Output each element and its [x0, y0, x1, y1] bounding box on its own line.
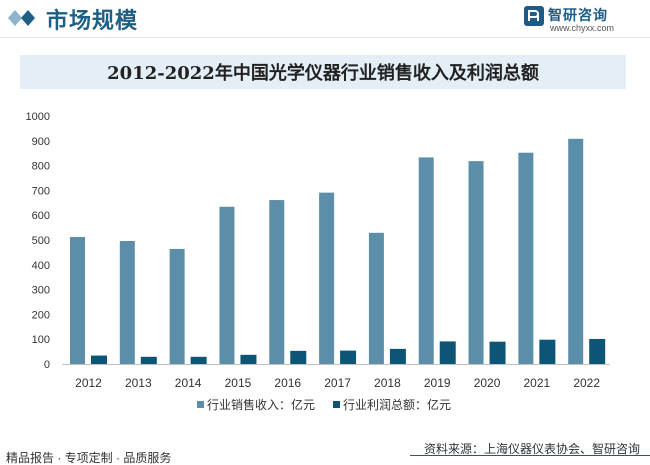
section-title: 市场规模	[46, 8, 139, 33]
y-tick-label: 300	[32, 285, 50, 297]
bar-revenue-2018	[368, 232, 384, 364]
bar-revenue-2021	[518, 152, 534, 364]
bar-revenue-2019	[418, 157, 434, 364]
footer: 精品报告 · 专项定制 · 品质服务 资料来源：上海仪器仪表协会、智研咨询	[0, 438, 650, 465]
y-tick-label: 800	[32, 161, 50, 173]
y-tick-label: 100	[32, 334, 50, 346]
x-tick-label: 2015	[225, 376, 252, 390]
y-tick-label: 500	[32, 235, 50, 247]
bar-profit-2016	[290, 350, 307, 364]
legend-swatch-2	[333, 401, 340, 408]
x-tick-label: 2013	[125, 376, 152, 390]
bar-revenue-2012	[70, 237, 85, 364]
legend-swatch-1	[197, 401, 204, 408]
y-tick-label: 700	[32, 185, 50, 197]
brand-logo-icon	[524, 6, 544, 26]
x-tick-label: 2016	[274, 376, 301, 390]
footer-tagline: 精品报告 · 专项定制 · 品质服务	[6, 451, 172, 465]
bar-profit-2018	[389, 348, 406, 364]
footer-source: 资料来源：上海仪器仪表协会、智研咨询	[423, 442, 640, 456]
brand[interactable]: 智研咨询 www.chyxx.com	[524, 4, 636, 34]
y-tick-label: 0	[44, 359, 50, 371]
x-tick-label: 2014	[175, 376, 202, 390]
bar-revenue-2017	[319, 192, 335, 364]
y-tick-label: 600	[32, 210, 50, 222]
brand-name: 智研咨询	[548, 7, 608, 23]
bar-profit-2021	[539, 339, 556, 364]
bar-revenue-2020	[468, 161, 484, 364]
bar-profit-2017	[340, 350, 357, 364]
bar-profit-2022	[589, 338, 606, 364]
bar-profit-2020	[489, 341, 506, 364]
bar-profit-2013	[140, 356, 157, 364]
x-tick-label: 2022	[573, 376, 600, 390]
x-tick-label: 2012	[75, 376, 102, 390]
bar-revenue-2016	[269, 200, 285, 364]
chart-title: 2012-2022年中国光学仪器行业销售收入及利润总额	[107, 63, 539, 84]
bar-profit-2014	[190, 356, 207, 364]
bar-profit-2019	[439, 341, 456, 364]
bar-profit-2012	[91, 355, 107, 364]
bar-revenue-2015	[219, 206, 235, 364]
bar-revenue-2013	[119, 240, 135, 364]
x-tick-label: 2020	[474, 376, 501, 390]
y-tick-label: 1000	[26, 111, 50, 123]
header: 市场规模 智研咨询 www.chyxx.com	[0, 0, 650, 38]
y-tick-label: 200	[32, 309, 50, 321]
x-tick-label: 2018	[374, 376, 401, 390]
y-tick-label: 400	[32, 260, 50, 272]
bar-profit-2015	[240, 354, 257, 364]
y-tick-label: 900	[32, 136, 50, 148]
x-tick-label: 2019	[424, 376, 451, 390]
bar-revenue-2022	[568, 138, 584, 364]
brand-url[interactable]: www.chyxx.com	[550, 23, 615, 33]
footer-divider	[410, 455, 650, 456]
diamond-bullets-icon	[8, 10, 35, 26]
header-divider	[0, 37, 650, 38]
x-tick-label: 2021	[524, 376, 551, 390]
legend-label-1: 行业销售收入：亿元	[207, 397, 315, 412]
x-tick-label: 2017	[324, 376, 351, 390]
legend-label-2: 行业利润总额：亿元	[343, 397, 451, 412]
chart-title-bar: 2012-2022年中国光学仪器行业销售收入及利润总额	[20, 55, 626, 89]
bar-revenue-2014	[169, 248, 185, 364]
